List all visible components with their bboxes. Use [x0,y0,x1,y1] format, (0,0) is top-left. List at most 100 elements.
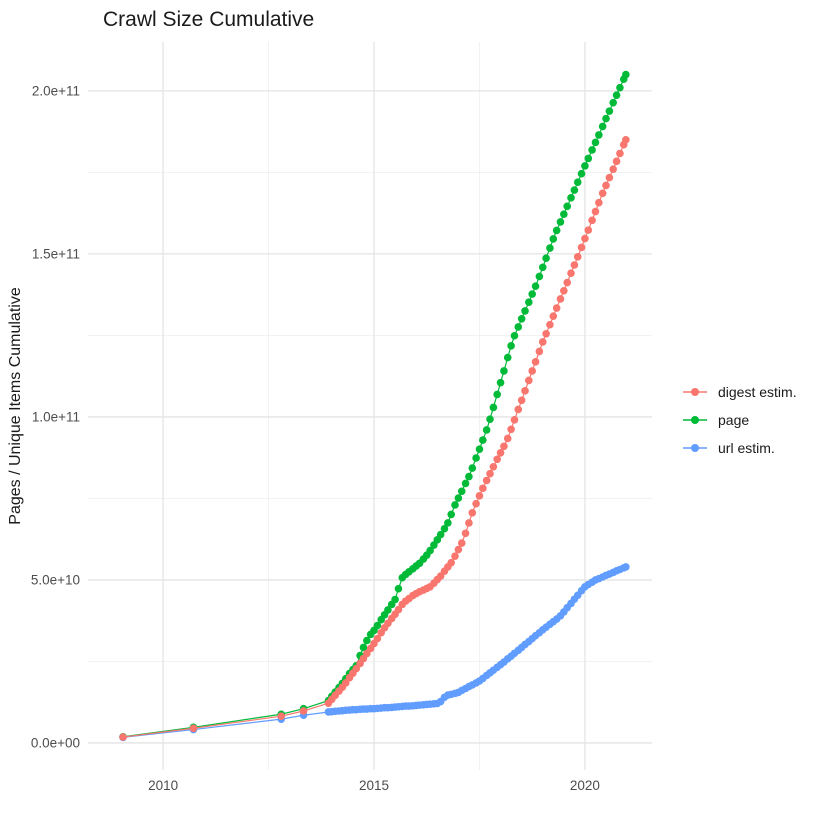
data-point [588,146,596,154]
legend-item-digest-estim: digest estim. [683,384,797,400]
legend-key-dot-icon [691,388,699,396]
data-point [622,563,630,571]
data-point [591,207,600,216]
data-point [531,358,540,366]
legend-label: digest estim. [718,384,797,400]
data-point [465,472,473,481]
data-point [521,387,529,395]
y-tick-label: 2.0e+11 [32,83,80,98]
legend-label: page [718,412,749,428]
data-point [363,649,371,658]
data-point [359,643,368,652]
data-point [552,304,561,312]
data-point [598,189,607,198]
data-point [595,198,603,207]
data-point [444,519,452,527]
data-point [525,298,533,306]
data-point [598,122,607,131]
data-point [577,169,586,178]
data-point [612,157,621,166]
data-point [503,353,512,362]
data-point [363,636,371,645]
data-point [468,464,477,472]
data-point [496,448,505,457]
data-point [500,367,508,375]
data-point [612,91,621,99]
data-point [514,405,523,414]
data-point [538,263,547,272]
y-tick-label: 1.5e+11 [32,246,80,261]
data-point [482,476,491,485]
data-point [479,436,487,444]
data-point [496,378,505,387]
data-point [475,445,484,453]
data-point [567,269,575,277]
series-url-estim- [119,563,630,742]
data-point [119,733,127,741]
data-point [546,244,554,252]
grid-major-lines [88,42,652,770]
data-point [507,342,515,350]
x-axis-tick-labels: 2010 2015 2020 [148,778,600,793]
data-point [391,595,399,604]
y-axis-tick-labels: 0.0e+00 5.0e+10 1.0e+11 1.5e+11 2.0e+11 [31,83,80,750]
legend: digest estim. page url estim. [683,384,797,456]
data-point [394,584,403,593]
data-point [461,529,470,538]
data-point [489,403,498,412]
data-point [277,712,286,721]
x-tick-label: 2015 [359,778,389,793]
data-point [531,282,540,290]
series-digest-estim- [119,136,630,741]
data-point [567,194,575,202]
data-point [189,724,198,733]
data-point [528,367,536,375]
data-point [552,226,561,235]
data-point [486,469,494,478]
data-point [616,149,624,158]
legend-key-dot-icon [691,416,699,424]
data-point [605,173,614,182]
data-point [521,307,529,315]
data-point [352,664,361,673]
data-point [549,312,558,320]
data-point [573,253,582,261]
data-point [535,347,544,356]
data-point [556,218,565,226]
data-point [584,226,593,234]
data-point [602,114,610,123]
data-point [542,254,550,262]
data-point [447,510,456,519]
y-tick-label: 1.0e+11 [32,409,80,424]
data-series-layer [119,70,630,742]
data-point [472,454,480,462]
data-point [570,186,579,194]
y-tick-label: 0.0e+00 [31,735,80,750]
data-point [384,606,392,614]
data-point [373,621,382,630]
data-point [394,605,403,614]
data-point [507,425,515,434]
data-point [581,234,589,243]
data-point [538,338,547,346]
data-point [493,455,501,464]
data-point [503,434,512,443]
grid-minor-lines [88,42,652,770]
data-point [341,679,350,687]
data-point [535,272,544,281]
data-point [528,290,536,298]
data-point [451,552,459,560]
data-point [465,519,473,527]
data-point [373,634,382,643]
data-point [489,463,498,471]
data-point [482,426,491,434]
data-point [570,261,579,269]
data-point [514,323,523,331]
data-point [472,499,480,508]
data-point [609,165,617,173]
data-point [560,286,568,295]
data-point [542,329,550,338]
data-point [299,707,308,715]
